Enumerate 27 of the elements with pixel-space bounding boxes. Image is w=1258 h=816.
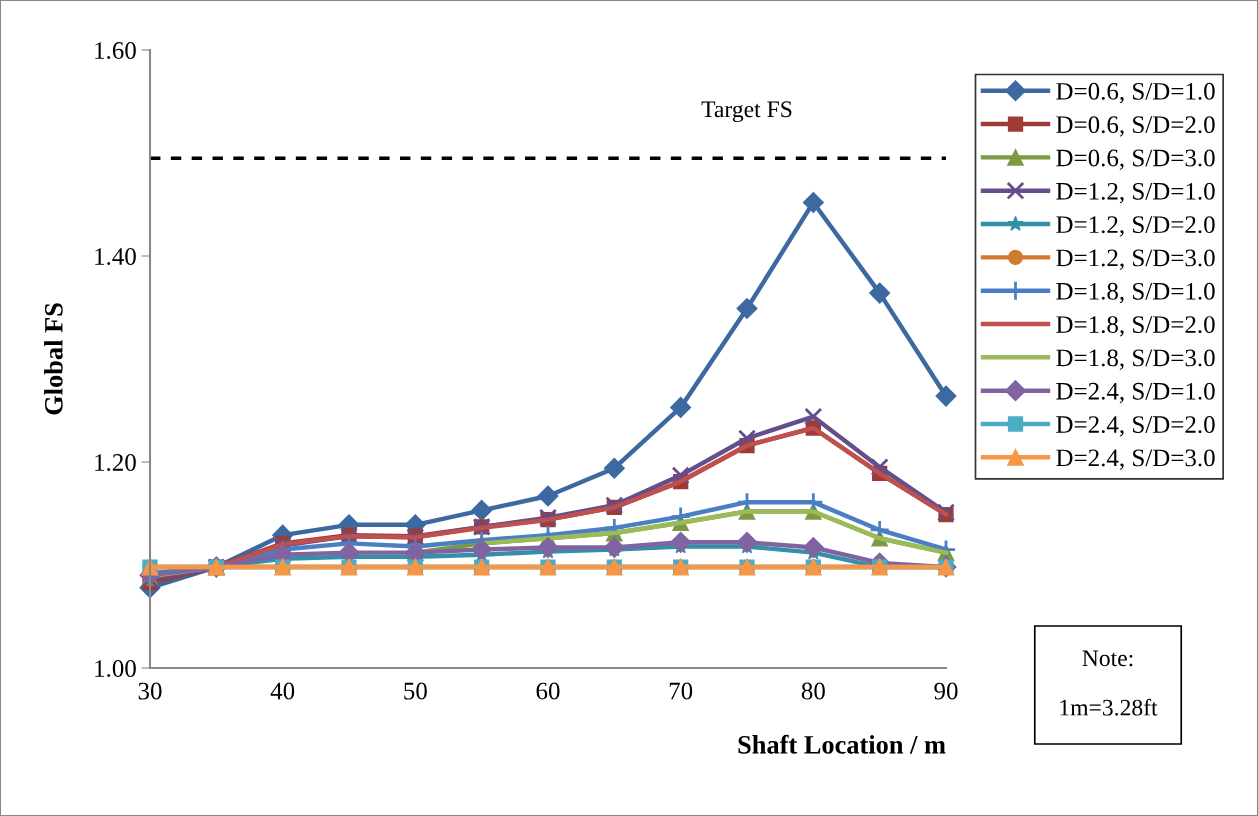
legend-label: D=1.8, S/D=3.0	[1056, 349, 1215, 370]
x-tick-label: 80	[801, 682, 825, 700]
y-axis-title: Global FS	[44, 303, 63, 415]
legend-label: D=0.6, S/D=3.0	[1056, 149, 1215, 170]
y-tick-label: 1.20	[95, 454, 136, 472]
ref-line-label: Target FS	[701, 101, 792, 123]
legend-label: D=1.8, S/D=1.0	[1056, 282, 1215, 304]
legend-label: D=1.2, S/D=1.0	[1056, 182, 1215, 204]
y-tick-label: 1.40	[95, 248, 136, 266]
legend-label: D=0.6, S/D=2.0	[1056, 116, 1215, 137]
x-tick-label: 60	[536, 682, 560, 700]
text: Note: 1m=3.28ft	[1060, 650, 1158, 716]
legend-label: D=1.8, S/D=2.0	[1056, 316, 1215, 337]
legend-label: D=1.2, S/D=3.0	[1056, 249, 1215, 270]
legend-label: D=1.2, S/D=2.0	[1056, 216, 1215, 237]
legend-label: D=2.4, S/D=2.0	[1056, 416, 1215, 437]
legend-label: D=0.6, S/D=1.0	[1056, 82, 1215, 104]
y-tick-label: 1.60	[95, 42, 136, 60]
legend-label: D=2.4, S/D=1.0	[1056, 382, 1215, 404]
x-tick-label: 50	[404, 682, 427, 700]
legend-label: D=2.4, S/D=3.0	[1056, 449, 1215, 470]
x-axis-title: Shaft Location / m	[738, 734, 946, 754]
y-tick-label: 1.00	[95, 660, 136, 678]
x-tick-label: 70	[669, 682, 693, 700]
x-tick-label: 40	[270, 682, 295, 700]
x-tick-label: 90	[934, 682, 958, 700]
x-tick-label: 30	[138, 682, 162, 700]
